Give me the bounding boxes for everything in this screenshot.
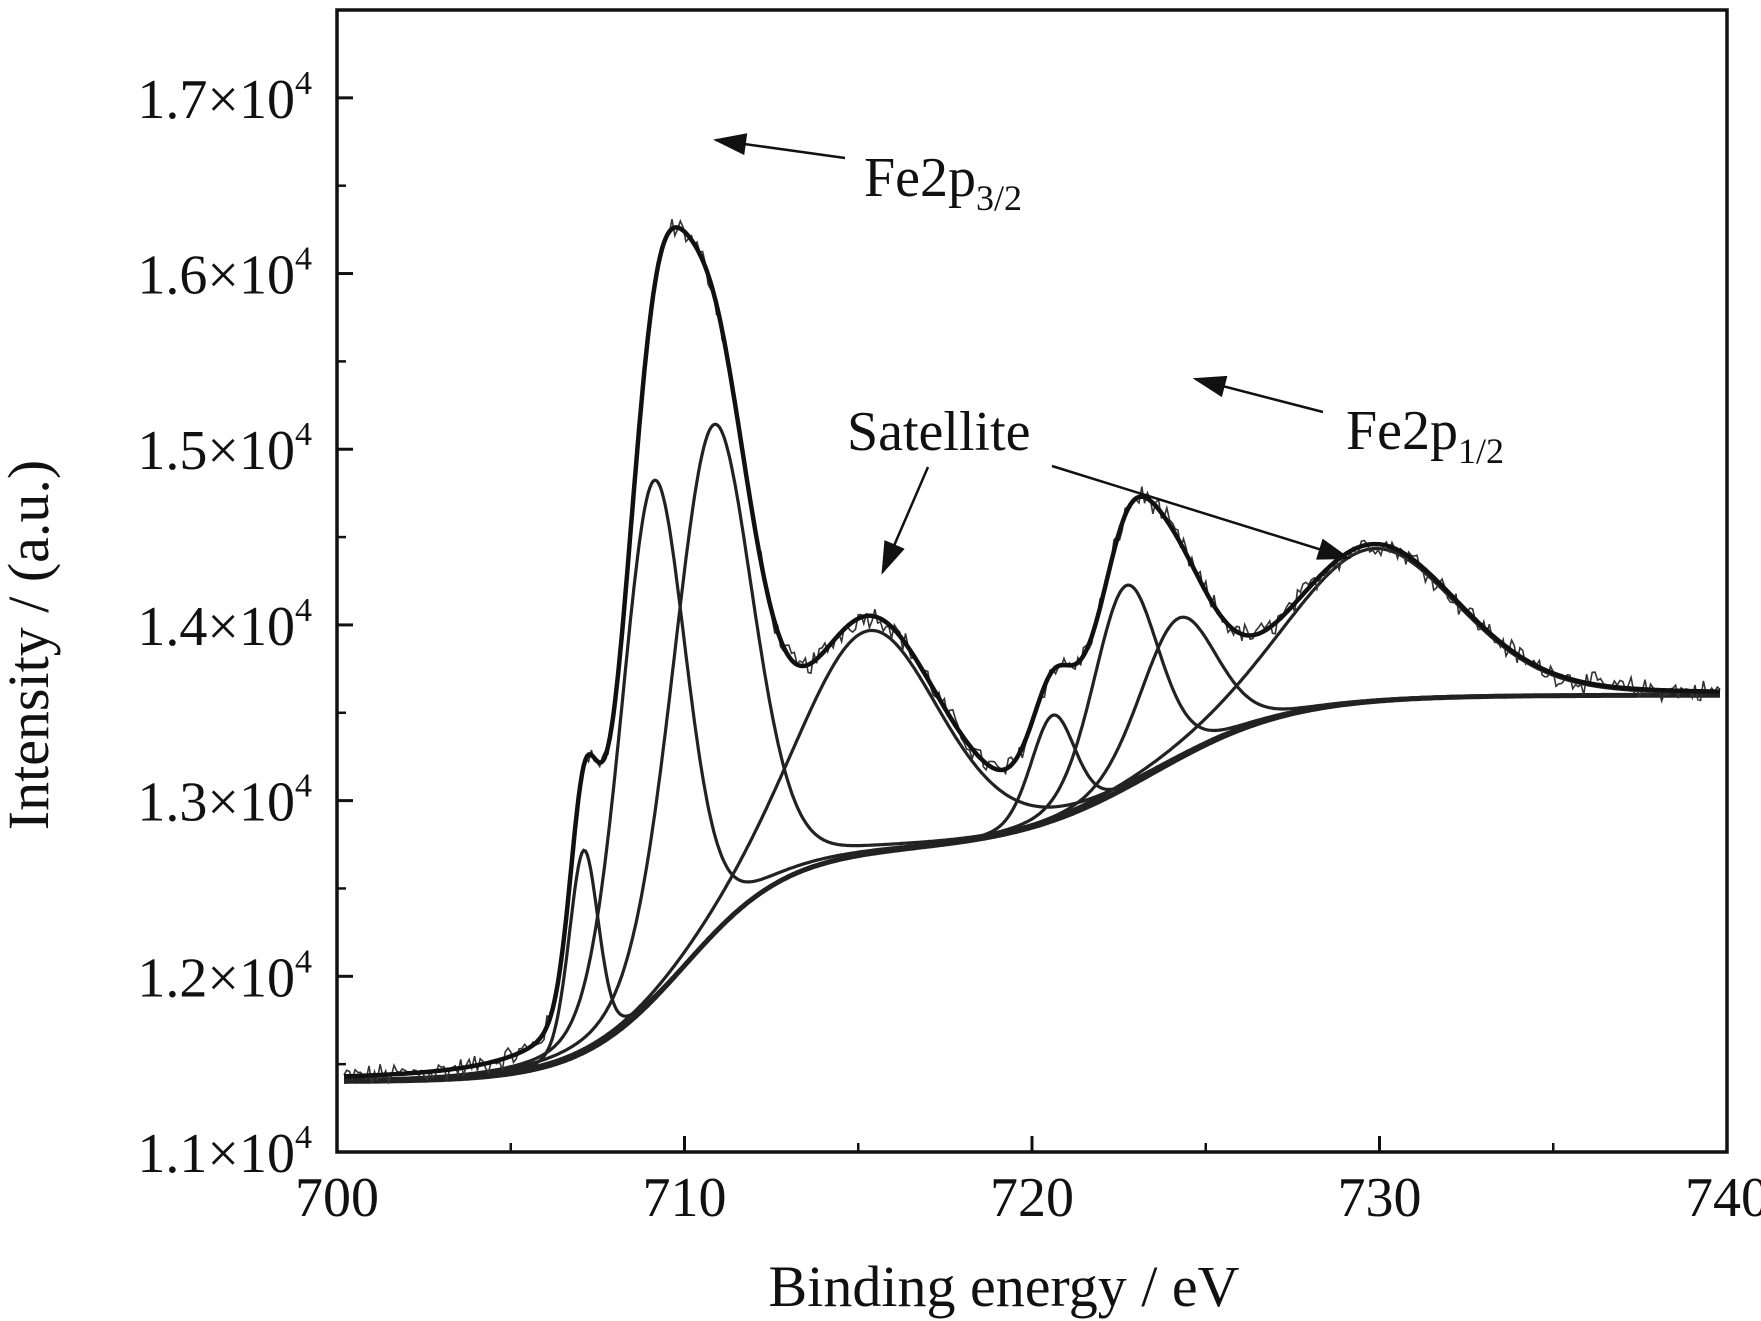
x-tick-label: 740: [1685, 1167, 1761, 1229]
envelope-line: [343, 225, 1721, 1079]
y-tick-label: 1.6×104: [137, 241, 312, 307]
annotation-label: Fe2p1/2: [1346, 400, 1504, 471]
annotation-arrow: [713, 133, 846, 160]
annotation-arrow: [1192, 375, 1324, 414]
annotation-label: Fe2p3/2: [864, 147, 1022, 218]
x-axis-label: Binding energy / eV: [769, 1254, 1240, 1319]
fitted-components: [343, 422, 1720, 1083]
x-tick-label: 710: [643, 1167, 727, 1229]
axis-ticks: 700 710 720 730 740 1.1×104 1.2×104 1.3×104 1.4×…: [137, 65, 1761, 1229]
x-tick-label: 730: [1338, 1167, 1422, 1229]
annotations: Fe2p3/2 Fe2p1/2 Satellite: [713, 133, 1504, 575]
annotation-arrow: [1051, 464, 1351, 560]
y-tick-label: 1.2×104: [137, 943, 312, 1009]
y-tick-label: 1.4×104: [137, 592, 312, 658]
y-tick-label: 1.1×104: [137, 1119, 312, 1185]
annotation-label: Satellite: [847, 401, 1031, 463]
y-tick-label: 1.3×104: [137, 768, 312, 834]
axes-frame: [335, 8, 1729, 1154]
y-tick-label: 1.5×104: [137, 416, 312, 482]
component-peak-8: [344, 546, 1720, 1083]
fit-envelope: [343, 225, 1721, 1079]
y-axis-label: Intensity / (a.u.): [0, 460, 61, 830]
component-peak-2: [344, 478, 1720, 1082]
y-tick-label: 1.7×104: [137, 65, 312, 131]
component-peak-6: [344, 583, 1720, 1083]
annotation-arrow: [881, 466, 930, 575]
x-tick-label: 720: [990, 1167, 1074, 1229]
plot-frame: [335, 8, 1729, 1154]
x-tick-label: 700: [295, 1167, 379, 1229]
component-peak-3: [343, 422, 1720, 1082]
